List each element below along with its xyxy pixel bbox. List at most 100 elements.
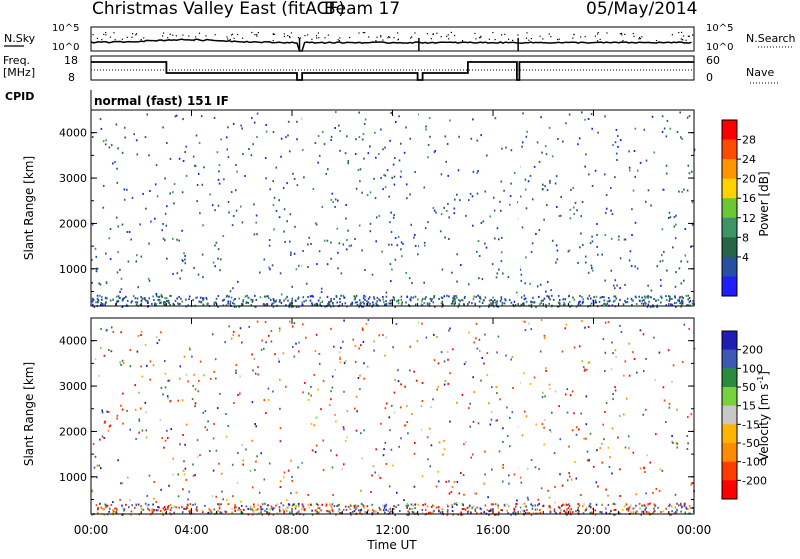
nsearch-dot xyxy=(158,40,159,41)
noise-cell xyxy=(616,285,618,287)
noise-cell xyxy=(509,204,511,206)
noise-cell xyxy=(388,303,390,305)
noise-cell xyxy=(173,202,175,204)
noise-cell xyxy=(482,278,484,280)
noise-cell xyxy=(137,286,139,288)
noise-cell xyxy=(444,237,446,239)
nsearch-dot xyxy=(135,34,136,35)
noise-cell xyxy=(666,173,668,175)
noise-cell xyxy=(110,258,112,260)
noise-cell xyxy=(526,136,528,138)
noise-cell xyxy=(128,261,130,263)
noise-cell xyxy=(596,234,598,236)
noise-cell xyxy=(660,285,662,287)
noise-cell xyxy=(637,170,639,172)
noise-cell xyxy=(105,143,107,145)
nsearch-dot xyxy=(376,37,377,38)
noise-cell xyxy=(662,115,664,117)
noise-cell xyxy=(433,207,435,209)
nsearch-dot xyxy=(692,34,693,35)
nsearch-dot xyxy=(681,38,682,39)
noise-cell xyxy=(246,301,248,303)
nsearch-dot xyxy=(231,34,232,35)
noise-cell xyxy=(313,188,315,190)
noise-cell xyxy=(214,265,216,267)
noise-cell xyxy=(92,301,94,303)
noise-cell xyxy=(454,300,456,302)
noise-cell xyxy=(292,298,294,300)
noise-cell xyxy=(607,301,609,303)
noise-cell xyxy=(276,210,278,212)
noise-cell xyxy=(332,303,334,305)
noise-cell xyxy=(400,170,402,172)
noise-cell xyxy=(509,299,511,301)
noise-cell xyxy=(425,126,427,128)
noise-cell xyxy=(478,277,480,279)
noise-cell xyxy=(391,269,393,271)
noise-cell xyxy=(223,235,225,237)
noise-cell xyxy=(207,303,209,305)
nsearch-dot xyxy=(115,39,116,40)
freq-tick-top: 18 xyxy=(64,54,78,67)
noise-cell xyxy=(307,296,309,298)
noise-cell xyxy=(526,131,528,133)
noise-cell xyxy=(481,222,483,224)
nsearch-dot xyxy=(489,39,490,40)
noise-cell xyxy=(374,298,376,300)
noise-cell xyxy=(105,253,107,255)
noise-cell xyxy=(462,300,464,302)
nsearch-dot xyxy=(557,39,558,40)
noise-cell xyxy=(109,237,111,239)
noise-cell xyxy=(335,111,337,113)
noise-cell xyxy=(334,127,336,129)
nsearch-dot xyxy=(195,36,196,37)
nsearch-dot xyxy=(640,38,641,39)
noise-cell xyxy=(236,171,238,173)
noise-cell xyxy=(179,278,181,280)
noise-cell xyxy=(394,299,396,301)
noise-cell xyxy=(287,300,289,302)
noise-cell xyxy=(351,245,353,247)
noise-cell xyxy=(434,210,436,212)
noise-cell xyxy=(511,149,513,151)
noise-cell xyxy=(477,172,479,174)
noise-cell xyxy=(559,215,561,217)
noise-cell xyxy=(166,297,168,299)
noise-cell xyxy=(473,171,475,173)
noise-cell xyxy=(424,242,426,244)
noise-cell xyxy=(218,205,220,207)
noise-cell xyxy=(372,302,374,304)
noise-cell xyxy=(226,296,228,298)
noise-cell xyxy=(133,295,135,297)
noise-cell xyxy=(375,197,377,199)
noise-cell xyxy=(521,296,523,298)
noise-cell xyxy=(234,303,236,305)
noise-cell xyxy=(105,297,107,299)
noise-cell xyxy=(272,180,274,182)
noise-cell xyxy=(137,153,139,155)
noise-cell xyxy=(343,297,345,299)
noise-cell xyxy=(635,222,637,224)
noise-cell xyxy=(666,270,668,272)
noise-cell xyxy=(281,138,283,140)
noise-cell xyxy=(678,191,680,193)
nsearch-dot xyxy=(182,34,183,35)
noise-cell xyxy=(454,199,456,201)
noise-cell xyxy=(679,112,681,114)
noise-cell xyxy=(681,191,683,193)
noise-cell xyxy=(327,168,329,170)
noise-cell xyxy=(136,260,138,262)
noise-cell xyxy=(660,302,662,304)
noise-cell xyxy=(559,299,561,301)
noise-cell xyxy=(283,300,285,302)
noise-cell xyxy=(315,222,317,224)
noise-cell xyxy=(569,301,571,303)
noise-cell xyxy=(497,227,499,229)
noise-cell xyxy=(245,296,247,298)
nsearch-dot xyxy=(339,37,340,38)
noise-cell xyxy=(549,182,551,184)
noise-cell xyxy=(317,162,319,164)
noise-cell xyxy=(498,269,500,271)
noise-cell xyxy=(165,301,167,303)
noise-cell xyxy=(441,213,443,215)
